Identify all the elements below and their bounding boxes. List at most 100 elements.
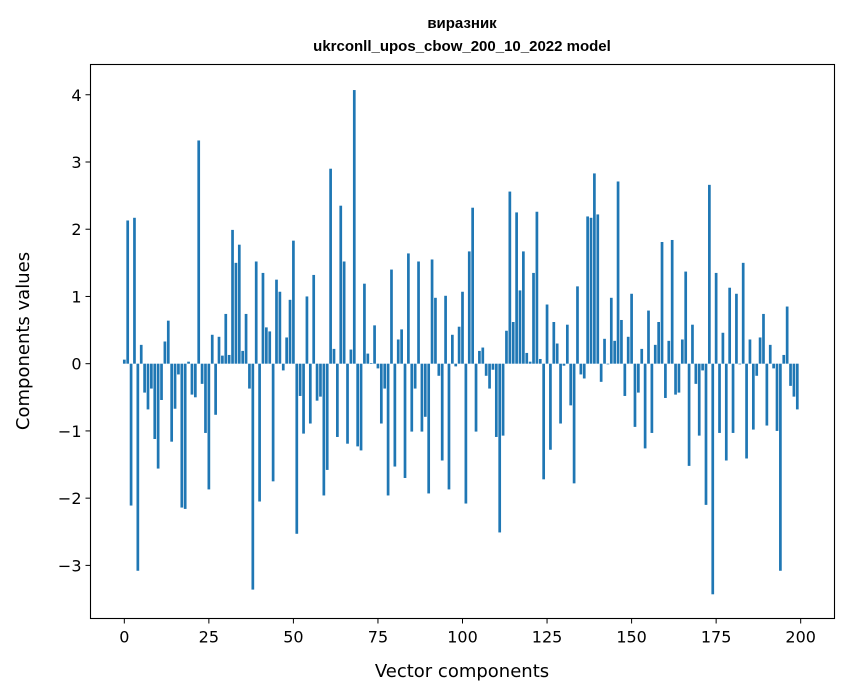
bar-125 xyxy=(545,304,549,364)
bar-70 xyxy=(359,363,363,451)
bar-127 xyxy=(552,322,556,364)
bar-34 xyxy=(237,244,241,364)
bar-75 xyxy=(376,363,380,369)
bar-121 xyxy=(532,272,535,364)
bar-126 xyxy=(549,363,552,450)
bar-153 xyxy=(640,348,644,364)
bar-45 xyxy=(275,279,278,364)
bar-44 xyxy=(271,363,275,482)
bar-73 xyxy=(369,363,373,364)
bar-158 xyxy=(657,322,660,364)
bar-110 xyxy=(494,363,498,437)
bar-82 xyxy=(400,329,403,364)
bar-130 xyxy=(562,363,566,366)
bar-76 xyxy=(379,363,383,424)
bar-109 xyxy=(491,363,495,370)
bar-144 xyxy=(609,297,613,364)
bar-51 xyxy=(295,363,299,534)
bar-84 xyxy=(407,253,410,364)
bar-59 xyxy=(322,363,326,496)
y-tick-label: −1 xyxy=(58,422,82,441)
bar-196 xyxy=(785,306,789,364)
bar-33 xyxy=(234,262,238,364)
bar-9 xyxy=(153,363,157,439)
bar-26 xyxy=(210,334,214,364)
bar-52 xyxy=(298,363,302,396)
bar-149 xyxy=(626,336,630,364)
plot-frame xyxy=(89,63,836,620)
bar-140 xyxy=(596,214,600,364)
bar-136 xyxy=(582,363,586,379)
bar-1 xyxy=(126,220,130,364)
bar-166 xyxy=(684,271,688,364)
bar-5 xyxy=(139,344,143,364)
bar-124 xyxy=(542,363,546,480)
bar-178 xyxy=(724,363,728,461)
x-tick-label: 25 xyxy=(199,628,219,647)
bar-72 xyxy=(366,353,370,364)
bar-172 xyxy=(704,363,708,505)
bar-174 xyxy=(711,363,715,595)
bar-87 xyxy=(417,261,420,364)
bar-10 xyxy=(156,363,160,469)
bar-48 xyxy=(285,337,288,364)
bar-188 xyxy=(758,337,762,364)
bar-25 xyxy=(207,363,211,490)
bar-128 xyxy=(555,343,559,364)
y-tick-label: −3 xyxy=(58,556,82,575)
bar-193 xyxy=(775,363,779,431)
bar-57 xyxy=(315,363,319,401)
bar-0 xyxy=(122,359,126,364)
bar-148 xyxy=(623,363,627,396)
bar-103 xyxy=(471,207,474,364)
bar-189 xyxy=(762,313,765,364)
bar-113 xyxy=(505,330,508,364)
bar-55 xyxy=(308,363,312,424)
bar-132 xyxy=(569,363,573,406)
bar-123 xyxy=(538,358,542,364)
bar-4 xyxy=(136,363,140,571)
x-tick-label: 175 xyxy=(701,628,732,647)
bar-8 xyxy=(150,363,153,389)
x-axis-label: Vector components xyxy=(375,661,549,682)
bar-107 xyxy=(484,363,488,376)
bar-24 xyxy=(204,363,207,433)
bar-98 xyxy=(454,363,458,367)
bar-185 xyxy=(748,339,752,364)
bar-162 xyxy=(670,239,674,364)
bar-173 xyxy=(708,184,711,364)
x-tick-label: 75 xyxy=(368,628,388,647)
bar-179 xyxy=(728,287,732,364)
bar-154 xyxy=(643,363,647,449)
y-tick-label: 3 xyxy=(71,153,81,172)
bars-group xyxy=(122,90,799,595)
bar-129 xyxy=(559,363,562,424)
bar-167 xyxy=(687,363,691,466)
bar-159 xyxy=(660,241,664,364)
bar-27 xyxy=(214,363,217,415)
bar-175 xyxy=(714,272,718,364)
bar-133 xyxy=(572,363,576,484)
bar-81 xyxy=(396,339,400,364)
bar-32 xyxy=(231,229,234,364)
bar-135 xyxy=(579,363,583,375)
bar-152 xyxy=(637,363,640,393)
bar-120 xyxy=(528,361,532,364)
bar-13 xyxy=(166,320,170,364)
y-tick-label: 4 xyxy=(71,86,81,105)
bar-94 xyxy=(440,363,444,461)
bar-147 xyxy=(620,319,623,364)
bar-198 xyxy=(792,363,796,397)
chart-title-line-1: виразник xyxy=(427,15,497,32)
bar-3 xyxy=(133,217,136,364)
bar-62 xyxy=(332,348,336,364)
bar-49 xyxy=(288,299,292,364)
bar-180 xyxy=(731,363,735,433)
bar-28 xyxy=(217,336,221,364)
bar-16 xyxy=(177,363,180,375)
bar-100 xyxy=(461,291,464,364)
bar-134 xyxy=(576,286,579,364)
bar-58 xyxy=(319,363,322,397)
bar-40 xyxy=(258,363,261,502)
